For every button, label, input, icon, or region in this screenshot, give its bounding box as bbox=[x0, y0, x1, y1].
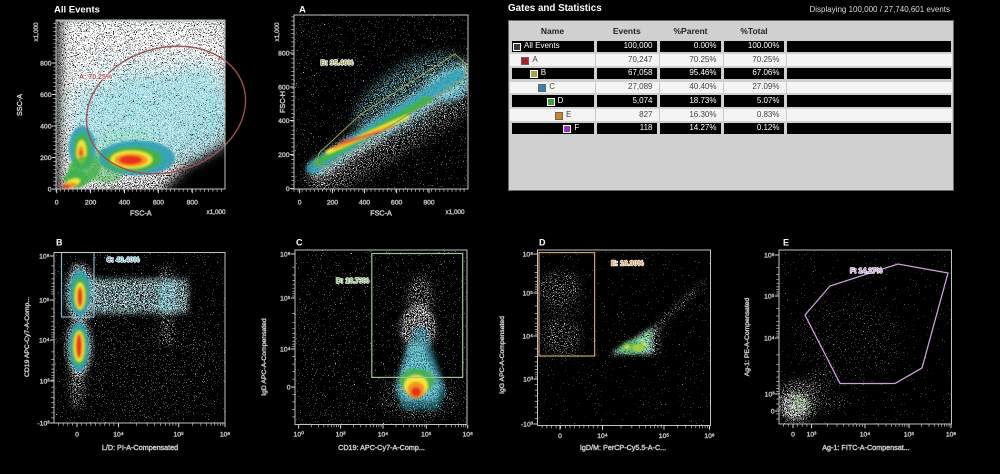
svg-text:0: 0 bbox=[558, 433, 562, 440]
svg-text:x1,000: x1,000 bbox=[446, 209, 465, 216]
svg-text:200: 200 bbox=[40, 155, 52, 162]
svg-text:10⁶: 10⁶ bbox=[280, 251, 291, 258]
svg-text:10⁵: 10⁵ bbox=[659, 433, 670, 440]
svg-text:600: 600 bbox=[278, 84, 290, 91]
svg-text:10⁴: 10⁴ bbox=[378, 432, 389, 439]
svg-text:10³: 10³ bbox=[523, 376, 534, 383]
svg-text:0: 0 bbox=[55, 200, 59, 207]
svg-text:10⁴: 10⁴ bbox=[39, 337, 50, 344]
svg-text:10⁶: 10⁶ bbox=[764, 252, 775, 259]
svg-text:C: 40.40%: C: 40.40% bbox=[107, 257, 141, 264]
svg-text:B: 95.46%: B: 95.46% bbox=[321, 60, 355, 67]
svg-text:0: 0 bbox=[791, 432, 795, 439]
svg-text:600: 600 bbox=[391, 200, 403, 207]
svg-text:10⁴: 10⁴ bbox=[523, 333, 534, 340]
svg-text:FSC-H: FSC-H bbox=[278, 91, 287, 113]
svg-text:D: D bbox=[539, 238, 546, 248]
svg-text:400: 400 bbox=[278, 118, 290, 125]
svg-text:10⁵: 10⁵ bbox=[174, 432, 185, 439]
svg-text:200: 200 bbox=[278, 152, 290, 159]
svg-text:Ag-1: FITC-A-Compensat...: Ag-1: FITC-A-Compensat... bbox=[822, 443, 909, 452]
svg-text:IgG APC-A-Compensated: IgG APC-A-Compensated bbox=[499, 316, 506, 394]
svg-text:0: 0 bbox=[286, 186, 290, 193]
svg-text:800: 800 bbox=[423, 200, 435, 207]
svg-text:Ag-1: PE-A-Compensated: Ag-1: PE-A-Compensated bbox=[744, 297, 751, 376]
svg-text:All Events: All Events bbox=[54, 5, 100, 16]
svg-text:0: 0 bbox=[48, 186, 52, 193]
svg-text:10⁵: 10⁵ bbox=[523, 290, 534, 297]
svg-text:800: 800 bbox=[278, 50, 290, 57]
svg-text:A: 70.25%: A: 70.25% bbox=[79, 74, 113, 81]
svg-text:10⁵: 10⁵ bbox=[280, 295, 291, 302]
svg-text:10³: 10³ bbox=[336, 432, 347, 439]
svg-text:CD19 APC-Cy7-A-Comp...: CD19 APC-Cy7-A-Comp... bbox=[24, 297, 31, 377]
svg-text:10⁵: 10⁵ bbox=[764, 293, 775, 300]
svg-text:200: 200 bbox=[327, 200, 339, 207]
svg-text:FSC-A: FSC-A bbox=[130, 209, 152, 218]
svg-text:0: 0 bbox=[75, 432, 79, 439]
svg-text:x1,000: x1,000 bbox=[207, 209, 226, 216]
svg-text:L/D: PI-A-Compensated: L/D: PI-A-Compensated bbox=[102, 443, 178, 452]
svg-text:IgD APC-A-Compensated: IgD APC-A-Compensated bbox=[261, 318, 268, 396]
svg-text:A: A bbox=[299, 5, 306, 16]
svg-text:10⁵: 10⁵ bbox=[421, 432, 432, 439]
svg-text:0: 0 bbox=[287, 384, 291, 391]
svg-text:400: 400 bbox=[119, 200, 131, 207]
svg-text:-10³: -10³ bbox=[521, 421, 534, 428]
svg-text:10⁶: 10⁶ bbox=[946, 432, 957, 439]
svg-text:200: 200 bbox=[85, 200, 97, 207]
svg-text:10⁴: 10⁴ bbox=[764, 335, 775, 342]
svg-text:10⁴: 10⁴ bbox=[280, 346, 291, 353]
svg-text:10⁵: 10⁵ bbox=[904, 432, 915, 439]
svg-text:10⁴: 10⁴ bbox=[860, 432, 871, 439]
svg-text:10⁴: 10⁴ bbox=[113, 432, 124, 439]
svg-text:10⁶: 10⁶ bbox=[704, 433, 715, 440]
svg-text:x1,000: x1,000 bbox=[33, 22, 40, 41]
svg-text:10³: 10³ bbox=[807, 432, 818, 439]
svg-text:SSC-A: SSC-A bbox=[15, 94, 24, 116]
svg-text:800: 800 bbox=[187, 200, 199, 207]
svg-text:800: 800 bbox=[40, 60, 52, 67]
svg-text:10⁶: 10⁶ bbox=[220, 432, 231, 439]
svg-text:10⁵: 10⁵ bbox=[39, 297, 50, 304]
svg-text:E: E bbox=[783, 238, 789, 248]
svg-text:B: B bbox=[56, 238, 63, 248]
svg-text:10⁶: 10⁶ bbox=[523, 251, 534, 258]
svg-text:10⁶: 10⁶ bbox=[463, 432, 474, 439]
svg-text:10⁰: 10⁰ bbox=[294, 431, 305, 439]
svg-text:0: 0 bbox=[771, 408, 775, 415]
svg-text:400: 400 bbox=[359, 200, 371, 207]
svg-text:10³: 10³ bbox=[40, 378, 51, 385]
svg-text:10³: 10³ bbox=[765, 391, 776, 398]
svg-text:10⁴: 10⁴ bbox=[597, 433, 608, 440]
svg-text:600: 600 bbox=[153, 200, 165, 207]
svg-text:FSC-A: FSC-A bbox=[370, 209, 392, 218]
svg-text:F: 14.27%: F: 14.27% bbox=[850, 268, 883, 275]
svg-text:D: 18.73%: D: 18.73% bbox=[336, 278, 370, 285]
svg-text:C: C bbox=[296, 238, 303, 248]
svg-text:x1,000: x1,000 bbox=[274, 22, 281, 41]
svg-text:0: 0 bbox=[298, 200, 302, 207]
svg-text:CD19: APC-Cy7-A-Comp...: CD19: APC-Cy7-A-Comp... bbox=[338, 443, 425, 452]
svg-text:10⁶: 10⁶ bbox=[39, 253, 50, 260]
svg-text:E: 16.30%: E: 16.30% bbox=[611, 261, 644, 268]
svg-text:400: 400 bbox=[40, 123, 52, 130]
svg-text:-10³: -10³ bbox=[37, 420, 50, 427]
svg-text:600: 600 bbox=[40, 92, 52, 99]
svg-text:IgD/M: PerCP-Cy5.5-A-C...: IgD/M: PerCP-Cy5.5-A-C... bbox=[580, 443, 666, 452]
